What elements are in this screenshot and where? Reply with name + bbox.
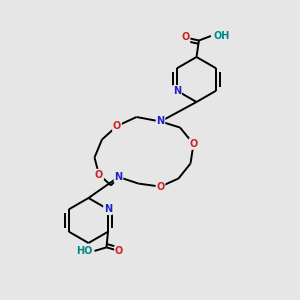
Text: O: O <box>189 139 198 149</box>
Text: HO: HO <box>76 246 93 256</box>
Text: O: O <box>181 32 190 43</box>
Text: O: O <box>115 246 123 256</box>
Text: O: O <box>95 169 103 180</box>
Text: N: N <box>173 86 181 96</box>
Text: O: O <box>156 182 165 192</box>
Text: N: N <box>104 204 112 214</box>
Text: N: N <box>114 172 123 182</box>
Text: N: N <box>156 116 165 127</box>
Text: OH: OH <box>213 31 230 41</box>
Text: O: O <box>113 121 121 131</box>
